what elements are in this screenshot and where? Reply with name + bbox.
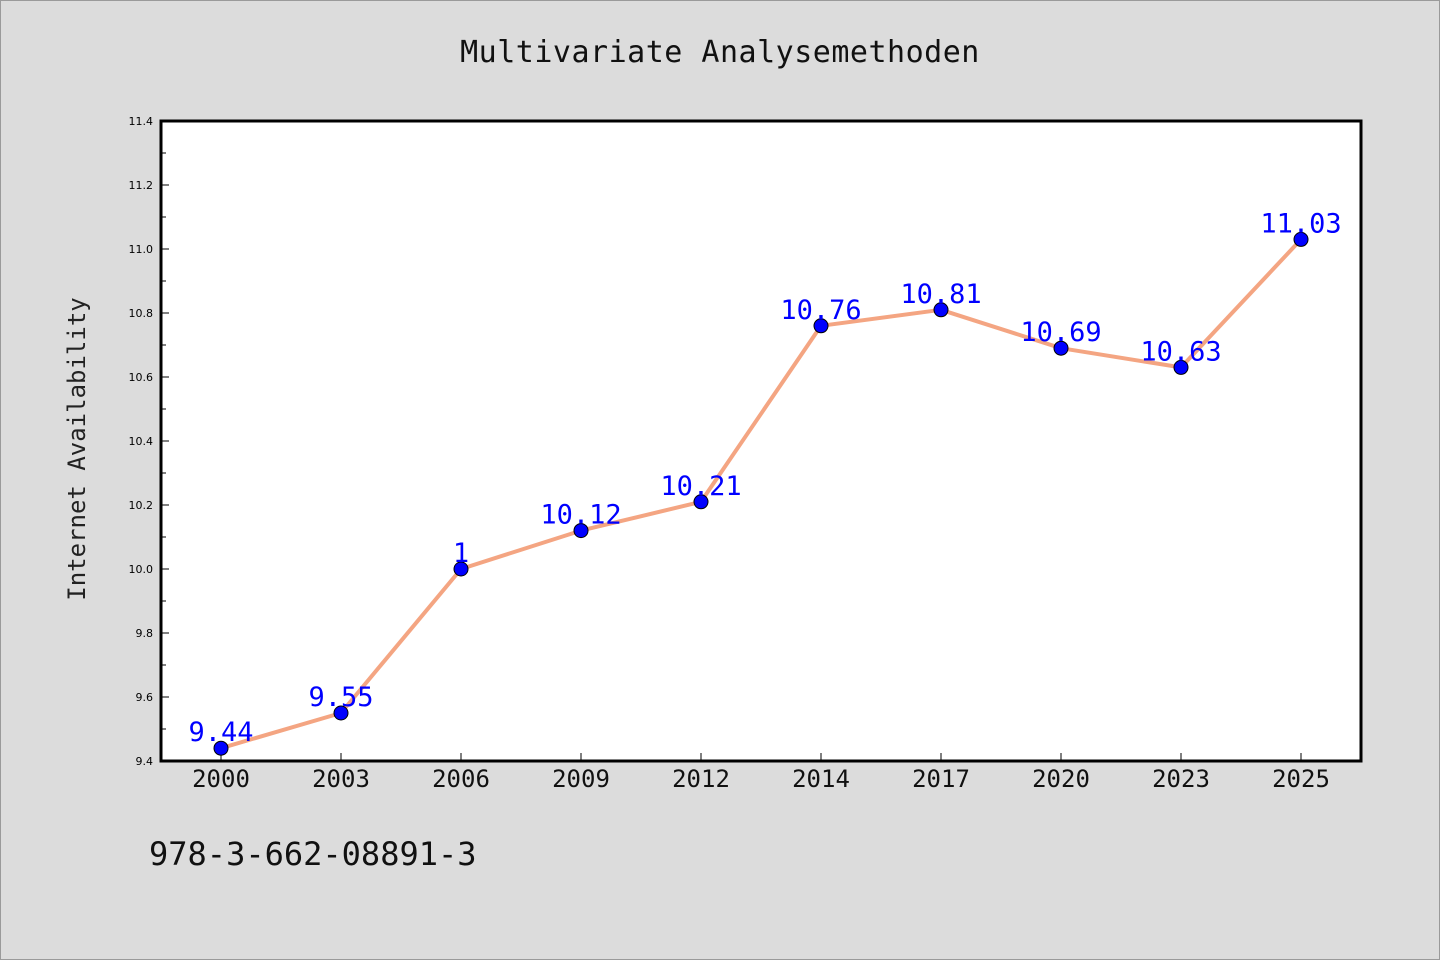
data-point — [213, 740, 229, 756]
y-tick-label: 9.6 — [136, 691, 154, 704]
data-label: 1 — [453, 538, 469, 569]
data-point — [933, 302, 949, 318]
data-point — [453, 561, 469, 577]
x-tick-label: 2000 — [192, 765, 250, 793]
data-point — [333, 705, 349, 721]
footer-note: 978-3-662-08891-3 — [149, 835, 477, 873]
x-tick-label: 2012 — [672, 765, 730, 793]
x-tick-label: 2006 — [432, 765, 490, 793]
x-tick-label: 2009 — [552, 765, 610, 793]
plot-area — [159, 119, 1363, 763]
data-point — [813, 318, 829, 334]
data-label: 11.03 — [1260, 208, 1341, 239]
data-point — [1053, 340, 1069, 356]
y-tick-label: 11.0 — [129, 243, 154, 256]
data-label: 10.21 — [660, 471, 741, 502]
data-point — [693, 494, 709, 510]
series-line — [220, 238, 1303, 751]
data-point — [1293, 231, 1309, 247]
data-points — [213, 231, 1309, 756]
y-tick-label: 9.4 — [136, 755, 154, 768]
data-label: 10.81 — [900, 279, 981, 310]
data-label: 10.76 — [780, 295, 861, 326]
y-tick-label: 11.2 — [129, 179, 154, 192]
x-tick-label: 2014 — [792, 765, 850, 793]
y-tick-label: 10.2 — [129, 499, 154, 512]
y-tick-label: 10.6 — [129, 371, 154, 384]
y-tick-label: 9.8 — [136, 627, 154, 640]
y-tick-label: 10.4 — [129, 435, 154, 448]
chart-title: Multivariate Analysemethoden — [460, 35, 980, 70]
x-tick-label: 2017 — [912, 765, 970, 793]
y-axis: 9.4 9.6 9.8 10.0 10.2 10.4 10.6 10.8 11.0 11.2 11.… — [129, 115, 169, 768]
x-tick-label: 2020 — [1032, 765, 1090, 793]
x-tick-label: 2003 — [312, 765, 370, 793]
data-label: 9.55 — [308, 682, 373, 713]
data-point — [573, 523, 589, 539]
data-point — [1173, 359, 1189, 375]
x-axis: 2000 2003 2006 2009 2012 2014 2017 2020 2023 2025 — [192, 753, 1330, 793]
data-label: 10.12 — [540, 500, 621, 531]
data-label: 10.63 — [1140, 336, 1221, 367]
data-label: 10.69 — [1020, 317, 1101, 348]
x-tick-label: 2023 — [1152, 765, 1210, 793]
x-tick-label: 2025 — [1272, 765, 1330, 793]
data-label: 9.44 — [188, 717, 253, 748]
y-tick-label: 11.4 — [129, 115, 154, 128]
y-tick-label: 10.0 — [129, 563, 154, 576]
y-tick-label: 10.8 — [129, 307, 154, 320]
data-labels: 9.44 9.55 1 10.12 10.21 10.76 10.81 10.69 10.63 1… — [188, 208, 1341, 748]
